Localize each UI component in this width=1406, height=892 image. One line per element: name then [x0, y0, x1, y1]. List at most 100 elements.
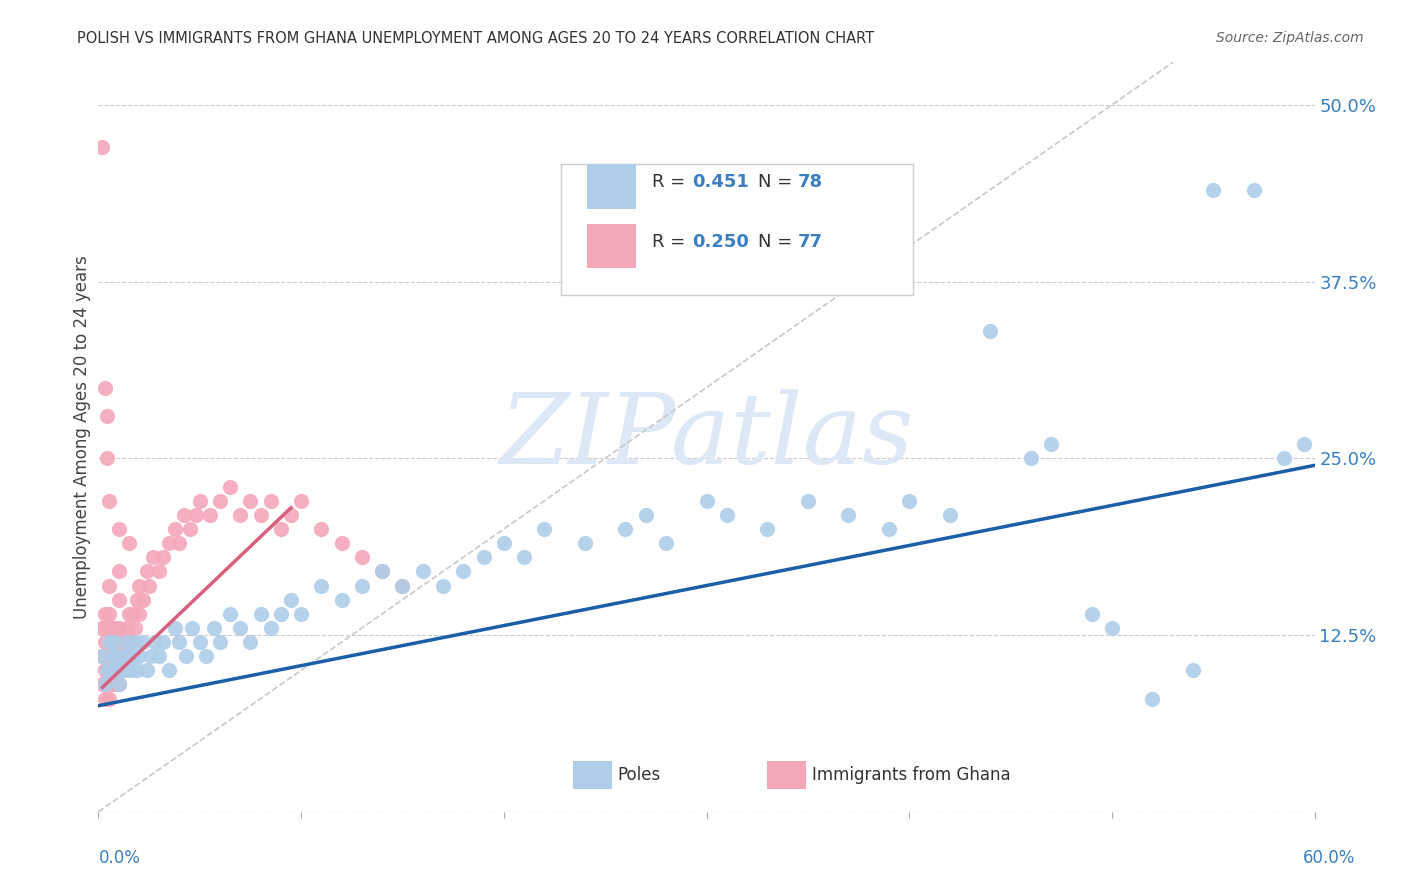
Point — [118, 536, 141, 550]
Point — [97, 664, 120, 678]
Text: Immigrants from Ghana: Immigrants from Ghana — [813, 766, 1011, 784]
Point — [1294, 437, 1316, 451]
Point — [239, 635, 262, 649]
Point — [634, 508, 657, 522]
Point — [97, 691, 120, 706]
Point — [115, 635, 138, 649]
Point — [100, 677, 122, 691]
Point — [260, 621, 283, 635]
Point — [152, 635, 174, 649]
Point — [101, 635, 124, 649]
Point — [91, 677, 114, 691]
Point — [1101, 621, 1123, 635]
Text: N =: N = — [758, 234, 797, 252]
Point — [1243, 183, 1265, 197]
Point — [311, 578, 333, 592]
Point — [198, 508, 221, 522]
Point — [152, 550, 174, 565]
Point — [122, 607, 145, 621]
Point — [979, 324, 1001, 338]
Point — [157, 664, 180, 678]
Point — [249, 607, 271, 621]
Point — [270, 607, 292, 621]
FancyBboxPatch shape — [572, 761, 612, 789]
Point — [118, 649, 141, 664]
Point — [132, 592, 155, 607]
Point — [100, 649, 122, 664]
Point — [96, 451, 118, 466]
Point — [118, 607, 141, 621]
Point — [453, 565, 475, 579]
FancyBboxPatch shape — [768, 761, 806, 789]
Point — [142, 550, 165, 565]
Point — [330, 536, 353, 550]
Point — [96, 664, 118, 678]
Point — [229, 508, 252, 522]
Point — [260, 493, 283, 508]
Point — [111, 635, 134, 649]
Y-axis label: Unemployment Among Ages 20 to 24 years: Unemployment Among Ages 20 to 24 years — [73, 255, 91, 619]
Point — [125, 664, 148, 678]
Point — [91, 621, 114, 635]
Point — [93, 381, 115, 395]
Point — [128, 578, 150, 592]
Point — [122, 649, 145, 664]
Point — [184, 508, 207, 522]
Point — [797, 493, 820, 508]
Point — [120, 664, 142, 678]
Point — [148, 565, 170, 579]
Point — [179, 522, 201, 536]
Point — [180, 621, 202, 635]
Point — [391, 578, 413, 592]
Point — [898, 493, 921, 508]
Text: R =: R = — [652, 173, 690, 191]
Point — [104, 664, 127, 678]
Point — [249, 508, 271, 522]
Point — [371, 565, 394, 579]
Point — [105, 649, 128, 664]
Point — [93, 635, 115, 649]
Point — [1182, 664, 1205, 678]
FancyBboxPatch shape — [588, 224, 636, 268]
Point — [138, 578, 160, 592]
Point — [105, 664, 128, 678]
Point — [107, 677, 129, 691]
Point — [96, 677, 118, 691]
Point — [756, 522, 779, 536]
Text: N =: N = — [758, 173, 797, 191]
Point — [391, 578, 413, 592]
Point — [165, 522, 187, 536]
Point — [139, 649, 162, 664]
Point — [837, 508, 859, 522]
Point — [107, 649, 129, 664]
Point — [96, 621, 118, 635]
Point — [107, 565, 129, 579]
Point — [280, 508, 302, 522]
Point — [716, 508, 738, 522]
Point — [93, 677, 115, 691]
Point — [239, 493, 262, 508]
Point — [114, 649, 136, 664]
Point — [1019, 451, 1042, 466]
Point — [194, 649, 217, 664]
Point — [104, 621, 127, 635]
Point — [492, 536, 515, 550]
Point — [101, 664, 124, 678]
Point — [107, 621, 129, 635]
Text: ZIPatlas: ZIPatlas — [499, 390, 914, 484]
Point — [290, 493, 312, 508]
Point — [107, 522, 129, 536]
Point — [1040, 437, 1063, 451]
Point — [93, 691, 115, 706]
Point — [188, 493, 211, 508]
Point — [136, 664, 159, 678]
Point — [104, 649, 127, 664]
Point — [93, 664, 115, 678]
Point — [124, 621, 146, 635]
Point — [311, 522, 333, 536]
Point — [118, 649, 141, 664]
Point — [91, 140, 114, 154]
Point — [290, 607, 312, 621]
Text: 77: 77 — [797, 234, 823, 252]
Point — [330, 592, 353, 607]
